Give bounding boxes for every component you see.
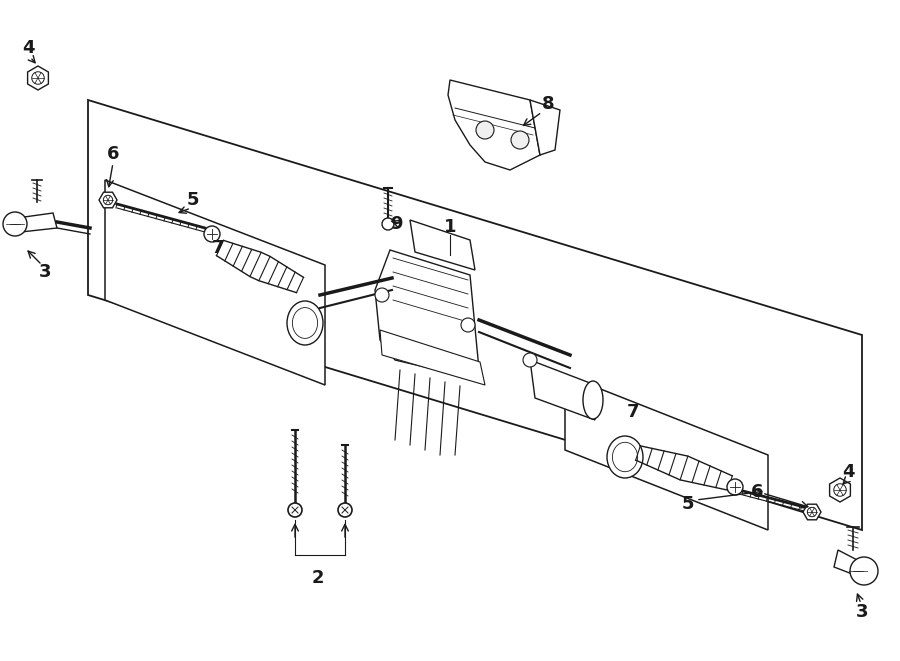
Circle shape xyxy=(382,218,394,230)
Circle shape xyxy=(375,288,389,302)
Circle shape xyxy=(523,353,537,367)
Ellipse shape xyxy=(287,301,323,345)
Circle shape xyxy=(476,121,494,139)
Polygon shape xyxy=(99,192,117,208)
Polygon shape xyxy=(380,330,485,385)
Circle shape xyxy=(338,503,352,517)
Text: 1: 1 xyxy=(444,218,456,236)
Text: 2: 2 xyxy=(311,569,324,587)
Text: 4: 4 xyxy=(842,463,854,481)
Polygon shape xyxy=(88,100,862,530)
Text: 7: 7 xyxy=(626,403,639,421)
Polygon shape xyxy=(375,250,480,380)
Polygon shape xyxy=(830,478,850,502)
Text: 3: 3 xyxy=(39,263,51,281)
Polygon shape xyxy=(28,66,49,90)
Text: 4: 4 xyxy=(22,39,34,57)
Text: 3: 3 xyxy=(856,603,868,621)
Circle shape xyxy=(461,318,475,332)
Polygon shape xyxy=(530,100,560,155)
Text: 7: 7 xyxy=(212,239,224,257)
Circle shape xyxy=(511,131,529,149)
Circle shape xyxy=(850,557,878,585)
Circle shape xyxy=(288,503,302,517)
Text: 5: 5 xyxy=(682,495,694,513)
Text: 6: 6 xyxy=(107,145,119,163)
Polygon shape xyxy=(17,213,57,232)
Text: 8: 8 xyxy=(542,95,554,113)
Text: 6: 6 xyxy=(751,483,763,501)
Polygon shape xyxy=(834,550,863,577)
Polygon shape xyxy=(217,241,303,293)
Circle shape xyxy=(204,226,220,242)
Circle shape xyxy=(727,479,743,495)
Circle shape xyxy=(3,212,27,236)
Polygon shape xyxy=(448,80,540,170)
Text: 5: 5 xyxy=(187,191,199,209)
Text: 9: 9 xyxy=(390,215,402,233)
Ellipse shape xyxy=(607,436,643,478)
Ellipse shape xyxy=(583,381,603,419)
Polygon shape xyxy=(105,180,325,385)
Polygon shape xyxy=(530,360,595,420)
Polygon shape xyxy=(635,446,733,490)
Polygon shape xyxy=(410,220,475,270)
Polygon shape xyxy=(803,504,821,520)
Polygon shape xyxy=(565,375,768,530)
